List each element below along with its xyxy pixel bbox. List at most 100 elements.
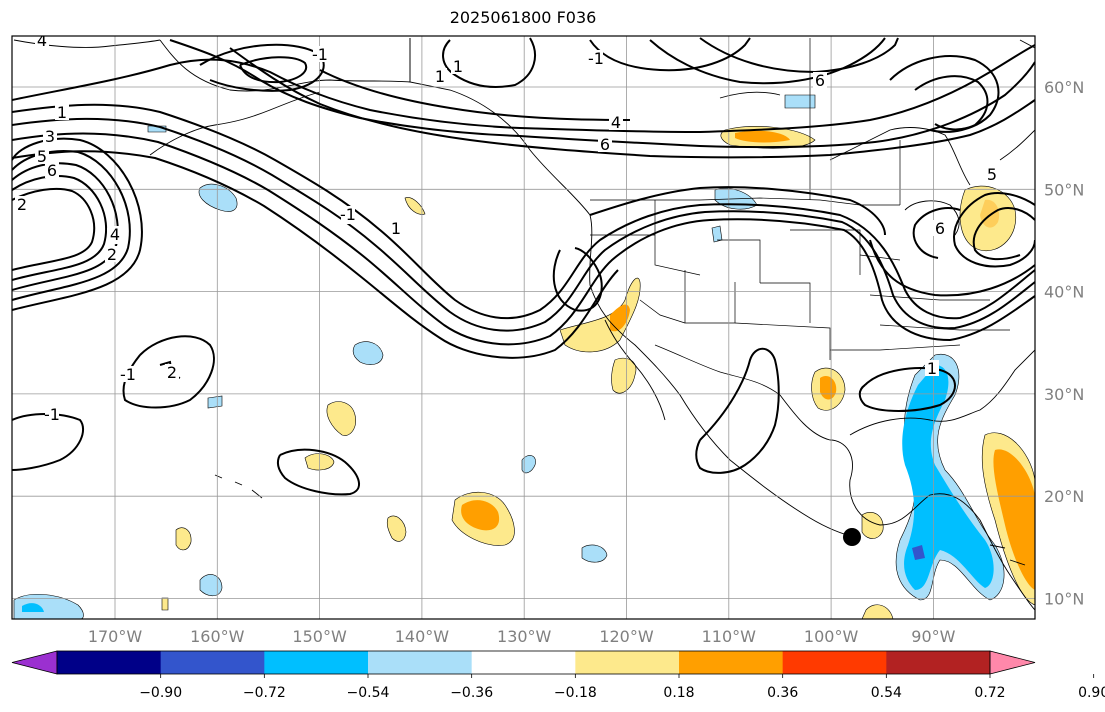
longitude-tick-label: 100°W [804,627,859,646]
coastlines [13,38,1035,611]
contour-label-background [165,364,179,380]
latitude-tick-label: 50°N [1044,180,1084,199]
contour-label-background [451,58,465,74]
colorbar-tick-label: −0.90 [139,685,182,701]
contour-label-background [985,166,999,182]
contour-value-label: -1 [120,365,136,384]
colorbar-segment [575,651,680,674]
positive-anomaly-small-1 [326,401,356,436]
contour-label-background [105,246,119,262]
contour-label-background [389,220,403,236]
contour-value-label: 1 [391,219,401,238]
latitude-tick-label: 40°N [1044,283,1084,302]
negative-anomaly-small-9 [711,225,723,243]
contour-label-background [45,162,59,178]
contour-value-label: 1 [927,359,937,378]
colorbar-segment [368,651,473,674]
contour-value-label: 4 [110,225,120,244]
contour-label-background [15,196,29,212]
colorbar-tick-label: 0.18 [663,685,694,701]
positive-anomaly-small-8 [404,197,426,215]
map-frame [11,35,1036,620]
colorbar-segment [471,651,576,674]
contour-value-label: 2 [167,363,177,382]
colorbar-labels: −0.90 −0.72 −0.54 −0.36 −0.18 0.18 0.36 0.54 0.7… [139,674,1105,701]
contour-label-background [313,46,327,62]
colorbar-tick-label: 0.36 [767,685,798,701]
negative-anomaly-small-2 [352,341,384,365]
negative-anomaly-small-6 [581,544,608,563]
longitude-tick-label: 150°W [292,627,347,646]
positive-anomaly-canada-core [735,130,790,143]
positive-anomaly-small-7 [161,597,169,611]
negative-anomaly-small-4 [784,94,816,109]
longitude-tick-label: 130°W [497,627,552,646]
contour-label-background [589,50,603,66]
colorbar-segment [160,651,265,674]
latitude-tick-label: 20°N [1044,487,1084,506]
contour-label-background [121,366,135,382]
contour-value-label: 6 [600,135,610,154]
colorbar-segment [264,651,369,674]
contour-label-background [925,360,939,376]
positive-anomaly-pacific-central-core [461,500,500,531]
latitude-tick-label: 60°N [1044,78,1084,97]
contour-label-background [598,136,612,152]
contour-label-background [45,406,59,422]
colorbar-segment [782,651,887,674]
colorbar-tick-label: 0.54 [871,685,902,701]
negative-anomaly-small-11 [207,395,223,409]
positive-anomaly-atlantic-core [993,449,1035,590]
contours [12,37,1035,496]
longitude-tick-label: 110°W [702,627,757,646]
positive-anomaly-baja-core [610,304,630,332]
positive-anomaly-small-3 [386,515,407,542]
longitude-tick-label: 160°W [190,627,245,646]
contour-value-label: -1 [312,45,328,64]
contour-value-label: 1 [453,57,463,76]
latitude-tick-label: 10°N [1044,590,1084,609]
colorbar [11,650,1036,675]
contour-value-label: 4 [611,113,621,132]
contour-value-label: 3 [45,127,55,146]
contour-value-label: 5 [987,165,997,184]
colorbar-tick-label: −0.36 [450,685,493,701]
colorbar-tick-label: −0.54 [347,685,390,701]
longitude-tick-label: 140°W [395,627,450,646]
contour-label-background [933,220,947,236]
contour-label-background [813,72,827,88]
positive-anomaly-baja [559,277,641,353]
colorbar-outline [56,650,991,675]
contour-value-label: 6 [935,219,945,238]
contour-label-background [433,68,447,84]
longitude-tick-label: 120°W [599,627,654,646]
negative-anomaly-small-7 [199,574,223,597]
contour-label-background [55,104,69,120]
map-title: 2025061800 F036 [449,8,597,27]
negative-anomaly-deep [912,545,925,560]
negative-anomaly-small-8-core [22,603,44,612]
colorbar-extend-max [989,650,1036,675]
colorbar-segment [57,651,162,674]
contour-label-background [341,206,355,222]
positive-anomaly-small-4 [175,527,192,551]
colorbar-segment [679,651,784,674]
contour-value-label: 1 [57,103,67,122]
positive-anomaly-small-6 [861,604,894,619]
contour-label-background [35,148,49,164]
contour-value-label: -1 [340,205,356,224]
contour-value-label: 5 [37,147,47,166]
longitude-tick-label: 170°W [88,627,143,646]
colorbar-tick-label: 0.90 [1078,685,1105,701]
storm-center-marker [843,528,861,546]
latitude-labels: 60°N 50°N 40°N 30°N 20°N 10°N [1044,78,1084,609]
political-borders [409,38,1010,396]
colorbar-segment [886,651,991,674]
contour-value-label: 2 [17,195,27,214]
colorbar-tick-label: −0.18 [554,685,597,701]
contour-label-background [35,36,49,48]
longitude-tick-label: 90°W [911,627,955,646]
contour-value-label: 6 [815,71,825,90]
